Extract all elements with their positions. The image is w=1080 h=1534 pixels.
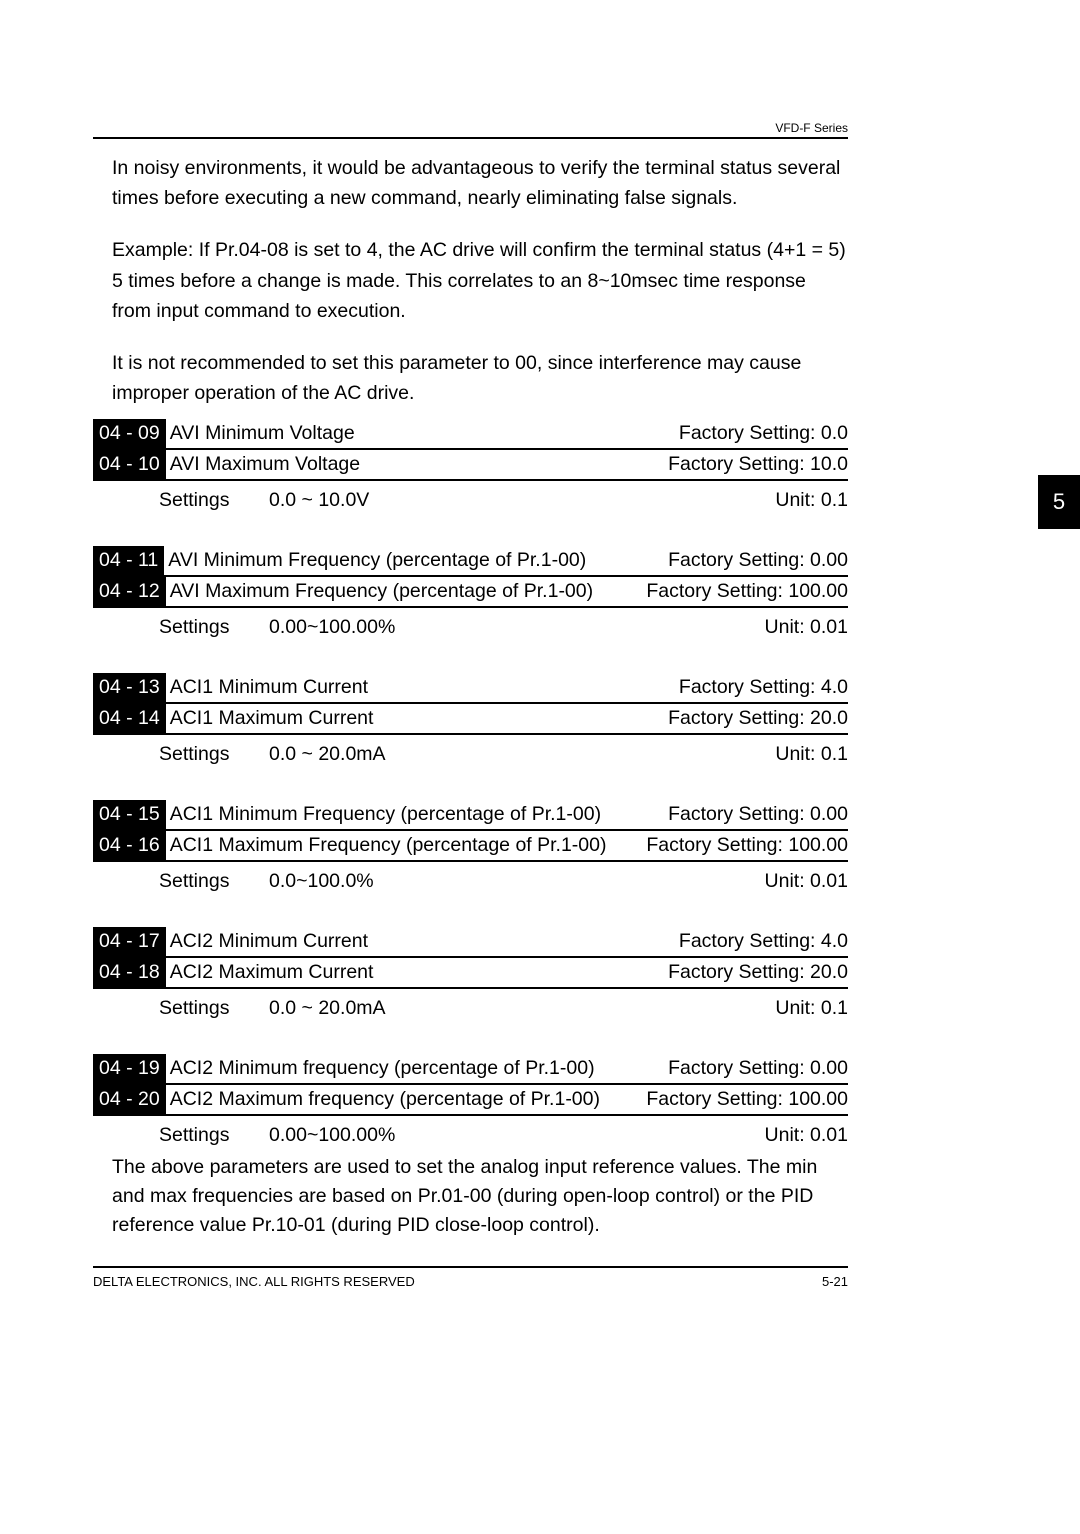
settings-range: 0.00~100.00% [269,616,765,639]
param-code: 04 - 11 [93,546,164,575]
settings-range: 0.0 ~ 20.0mA [269,997,775,1020]
param-factory-setting: Factory Setting: 100.00 [640,1085,848,1114]
param-code: 04 - 15 [93,800,166,829]
settings-label: Settings [159,743,269,766]
param-factory-setting: Factory Setting: 100.00 [640,831,848,860]
param-row: 04 - 12AVI Maximum Frequency (percentage… [93,577,848,608]
param-block: 04 - 17ACI2 Minimum CurrentFactory Setti… [93,927,848,1020]
param-code: 04 - 20 [93,1085,166,1114]
param-row: 04 - 20ACI2 Maximum frequency (percentag… [93,1085,848,1116]
param-factory-setting: Factory Setting: 4.0 [673,673,848,702]
param-factory-setting: Factory Setting: 10.0 [662,450,848,479]
settings-label: Settings [159,489,269,512]
settings-label: Settings [159,997,269,1020]
intro-p3: It is not recommended to set this parame… [112,348,848,408]
param-name: ACI2 Maximum Current [166,958,662,987]
param-row: 04 - 15ACI1 Minimum Frequency (percentag… [93,800,848,831]
param-row: 04 - 10AVI Maximum VoltageFactory Settin… [93,450,848,481]
settings-row: Settings0.00~100.00%Unit: 0.01 [93,608,848,639]
param-name: AVI Minimum Frequency (percentage of Pr.… [164,546,662,575]
param-name: AVI Maximum Voltage [166,450,662,479]
param-block: 04 - 19ACI2 Minimum frequency (percentag… [93,1054,848,1147]
settings-range: 0.00~100.00% [269,1124,765,1147]
param-code: 04 - 17 [93,927,166,956]
param-name: ACI1 Maximum Frequency (percentage of Pr… [166,831,641,860]
param-factory-setting: Factory Setting: 0.00 [662,546,848,575]
intro-p2: Example: If Pr.04-08 is set to 4, the AC… [112,235,848,326]
param-code: 04 - 18 [93,958,166,987]
settings-range: 0.0 ~ 10.0V [269,489,775,512]
settings-label: Settings [159,870,269,893]
param-factory-setting: Factory Setting: 4.0 [673,927,848,956]
param-row: 04 - 16ACI1 Maximum Frequency (percentag… [93,831,848,862]
settings-row: Settings0.0 ~ 10.0VUnit: 0.1 [93,481,848,512]
param-row: 04 - 13ACI1 Minimum CurrentFactory Setti… [93,673,848,704]
chapter-tab: 5 [1038,475,1080,529]
param-row: 04 - 17ACI2 Minimum CurrentFactory Setti… [93,927,848,958]
param-name: ACI2 Minimum frequency (percentage of Pr… [166,1054,662,1083]
chapter-tab-number: 5 [1053,489,1065,515]
param-code: 04 - 19 [93,1054,166,1083]
param-name: ACI1 Minimum Frequency (percentage of Pr… [166,800,662,829]
settings-unit: Unit: 0.01 [765,1124,848,1147]
settings-range: 0.0 ~ 20.0mA [269,743,775,766]
page-content: VFD-F Series In noisy environments, it w… [93,123,848,1289]
intro-text: In noisy environments, it would be advan… [112,153,848,409]
footer-copyright: DELTA ELECTRONICS, INC. ALL RIGHTS RESER… [93,1274,782,1289]
param-row: 04 - 19ACI2 Minimum frequency (percentag… [93,1054,848,1085]
param-name: ACI1 Maximum Current [166,704,662,733]
param-factory-setting: Factory Setting: 0.0 [673,419,848,448]
bottom-rule [93,1266,848,1268]
settings-unit: Unit: 0.1 [775,743,848,766]
footer-page-number: 5-21 [822,1274,848,1289]
settings-label: Settings [159,1124,269,1147]
param-block: 04 - 13ACI1 Minimum CurrentFactory Setti… [93,673,848,766]
settings-row: Settings0.0~100.0%Unit: 0.01 [93,862,848,893]
settings-unit: Unit: 0.1 [775,997,848,1020]
param-factory-setting: Factory Setting: 0.00 [662,1054,848,1083]
param-name: ACI2 Minimum Current [166,927,673,956]
param-code: 04 - 10 [93,450,166,479]
param-name: AVI Maximum Frequency (percentage of Pr.… [166,577,641,606]
param-code: 04 - 09 [93,419,166,448]
param-block: 04 - 11AVI Minimum Frequency (percentage… [93,546,848,639]
after-text: The above parameters are used to set the… [112,1153,848,1241]
param-row: 04 - 18ACI2 Maximum CurrentFactory Setti… [93,958,848,989]
settings-row: Settings0.0 ~ 20.0mAUnit: 0.1 [93,735,848,766]
param-factory-setting: Factory Setting: 0.00 [662,800,848,829]
series-label: VFD-F Series [775,121,848,135]
settings-unit: Unit: 0.01 [765,616,848,639]
param-block: 04 - 09AVI Minimum VoltageFactory Settin… [93,419,848,512]
settings-row: Settings0.0 ~ 20.0mAUnit: 0.1 [93,989,848,1020]
param-factory-setting: Factory Setting: 20.0 [662,958,848,987]
param-name: ACI1 Minimum Current [166,673,673,702]
footer: DELTA ELECTRONICS, INC. ALL RIGHTS RESER… [93,1274,848,1289]
param-code: 04 - 16 [93,831,166,860]
param-code: 04 - 12 [93,577,166,606]
param-row: 04 - 09AVI Minimum VoltageFactory Settin… [93,419,848,450]
top-rule [93,137,848,139]
param-factory-setting: Factory Setting: 20.0 [662,704,848,733]
param-code: 04 - 14 [93,704,166,733]
param-row: 04 - 11AVI Minimum Frequency (percentage… [93,546,848,577]
param-factory-setting: Factory Setting: 100.00 [640,577,848,606]
param-row: 04 - 14ACI1 Maximum CurrentFactory Setti… [93,704,848,735]
settings-unit: Unit: 0.01 [765,870,848,893]
settings-unit: Unit: 0.1 [775,489,848,512]
settings-range: 0.0~100.0% [269,870,765,893]
param-block: 04 - 15ACI1 Minimum Frequency (percentag… [93,800,848,893]
settings-label: Settings [159,616,269,639]
settings-row: Settings0.00~100.00%Unit: 0.01 [93,1116,848,1147]
param-name: AVI Minimum Voltage [166,419,673,448]
parameter-groups: 04 - 09AVI Minimum VoltageFactory Settin… [93,419,848,1147]
param-code: 04 - 13 [93,673,166,702]
param-name: ACI2 Maximum frequency (percentage of Pr… [166,1085,641,1114]
intro-p1: In noisy environments, it would be advan… [112,153,848,213]
